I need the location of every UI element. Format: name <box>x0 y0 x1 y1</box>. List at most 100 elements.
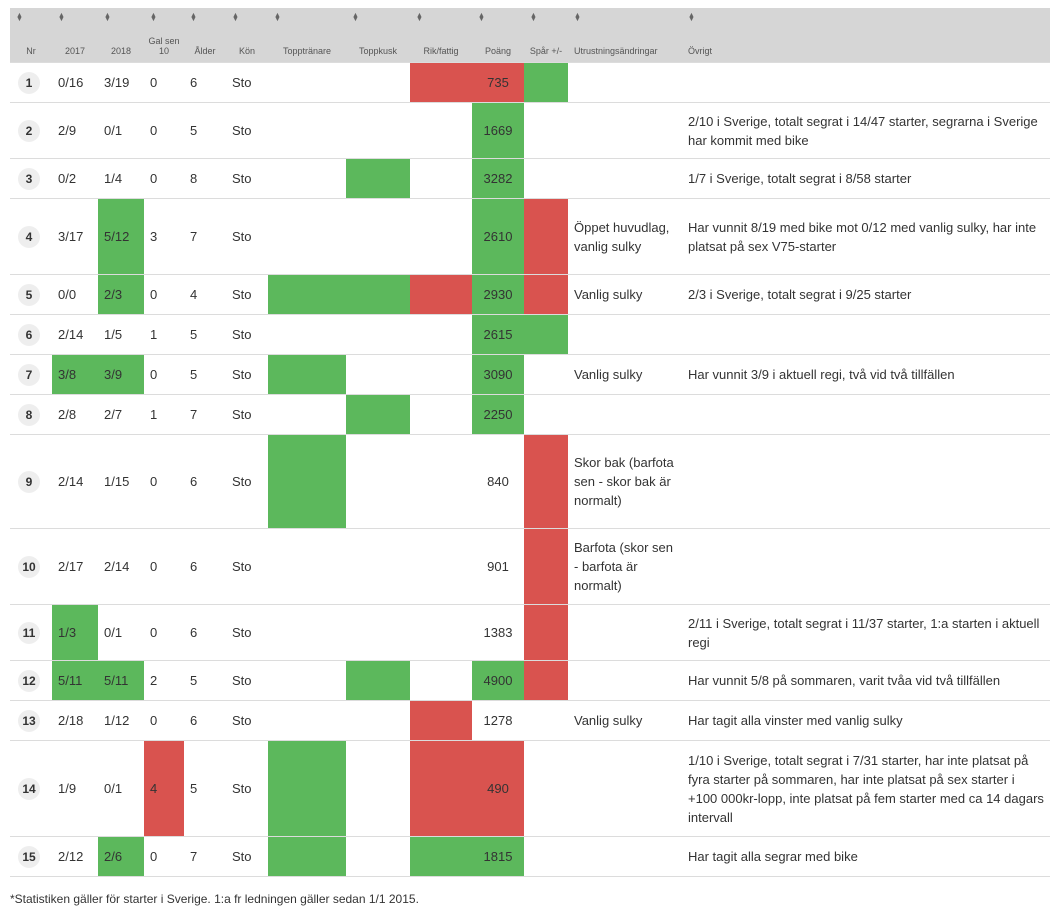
cell-gal: 0 <box>144 158 184 199</box>
cell-utrustning: Vanlig sulky <box>568 700 682 741</box>
cell-ovrigt <box>682 528 1050 605</box>
cell-gal: 0 <box>144 434 184 529</box>
cell-utrustning <box>568 394 682 435</box>
cell-spar <box>524 198 568 275</box>
cell-y2017: 2/18 <box>52 700 98 741</box>
cell-spar <box>524 836 568 877</box>
cell-ovrigt: 1/7 i Sverige, totalt segrat i 8/58 star… <box>682 158 1050 199</box>
cell-poang: 3282 <box>472 158 524 199</box>
cell-gal: 2 <box>144 660 184 701</box>
column-header-alder[interactable]: ▲ ▼ Ålder <box>184 8 226 63</box>
cell-toppkusk <box>346 314 410 355</box>
sort-updown-icon[interactable]: ▲ ▼ <box>688 12 695 23</box>
column-header-y2017[interactable]: ▲ ▼ 2017 <box>52 8 98 63</box>
column-header-ovrigt[interactable]: ▲ ▼ Övrigt <box>682 8 1050 63</box>
column-header-spar[interactable]: ▲ ▼ Spår +/- <box>524 8 568 63</box>
cell-utrustning <box>568 158 682 199</box>
cell-nr: 14 <box>10 740 52 837</box>
cell-toppkusk <box>346 434 410 529</box>
cell-topptranare <box>268 102 346 159</box>
cell-spar <box>524 62 568 103</box>
cell-y2018: 0/1 <box>98 102 144 159</box>
cell-kon: Sto <box>226 354 268 395</box>
cell-spar <box>524 700 568 741</box>
cell-ovrigt <box>682 314 1050 355</box>
cell-kon: Sto <box>226 198 268 275</box>
cell-spar <box>524 314 568 355</box>
cell-poang: 2610 <box>472 198 524 275</box>
cell-nr: 13 <box>10 700 52 741</box>
column-header-toppkusk[interactable]: ▲ ▼ Toppkusk <box>346 8 410 63</box>
row-number-badge: 13 <box>18 709 40 732</box>
column-header-gal[interactable]: ▲ ▼ Gal sen 10 <box>144 8 184 63</box>
cell-alder: 6 <box>184 434 226 529</box>
cell-utrustning: Vanlig sulky <box>568 274 682 315</box>
cell-ovrigt: 1/10 i Sverige, totalt segrat i 7/31 sta… <box>682 740 1050 837</box>
cell-rik <box>410 354 472 395</box>
cell-y2018: 0/1 <box>98 740 144 837</box>
cell-poang: 735 <box>472 62 524 103</box>
cell-gal: 3 <box>144 198 184 275</box>
cell-utrustning <box>568 740 682 837</box>
cell-utrustning <box>568 836 682 877</box>
sort-updown-icon[interactable]: ▲ ▼ <box>530 12 537 23</box>
cell-toppkusk <box>346 274 410 315</box>
sort-updown-icon[interactable]: ▲ ▼ <box>352 12 359 23</box>
cell-topptranare <box>268 394 346 435</box>
cell-poang: 4900 <box>472 660 524 701</box>
sort-updown-icon[interactable]: ▲ ▼ <box>416 12 423 23</box>
sort-updown-icon[interactable]: ▲ ▼ <box>58 12 65 23</box>
cell-topptranare <box>268 274 346 315</box>
column-header-topptranare[interactable]: ▲ ▼ Topptränare <box>268 8 346 63</box>
cell-y2018: 1/5 <box>98 314 144 355</box>
column-header-label: Rik/fattig <box>423 46 459 56</box>
cell-spar <box>524 354 568 395</box>
row-number-badge: 14 <box>18 777 40 800</box>
column-header-y2018[interactable]: ▲ ▼ 2018 <box>98 8 144 63</box>
sort-updown-icon[interactable]: ▲ ▼ <box>574 12 581 23</box>
cell-rik <box>410 158 472 199</box>
cell-gal: 0 <box>144 274 184 315</box>
cell-gal: 1 <box>144 314 184 355</box>
cell-ovrigt <box>682 62 1050 103</box>
column-header-poang[interactable]: ▲ ▼ Poäng <box>472 8 524 63</box>
cell-spar <box>524 102 568 159</box>
cell-ovrigt: 2/3 i Sverige, totalt segrat i 9/25 star… <box>682 274 1050 315</box>
cell-y2018: 5/11 <box>98 660 144 701</box>
column-header-rik[interactable]: ▲ ▼ Rik/fattig <box>410 8 472 63</box>
cell-y2018: 2/6 <box>98 836 144 877</box>
cell-alder: 5 <box>184 660 226 701</box>
table-row: 11 1/3 0/1 0 6 Sto 1383 2/11 i Sverige, totalt … <box>10 604 1050 661</box>
row-number-badge: 15 <box>18 845 40 868</box>
column-header-label: Övrigt <box>688 46 713 56</box>
cell-gal: 0 <box>144 354 184 395</box>
cell-y2017: 0/16 <box>52 62 98 103</box>
cell-topptranare <box>268 740 346 837</box>
sort-updown-icon[interactable]: ▲ ▼ <box>150 12 157 23</box>
sort-updown-icon[interactable]: ▲ ▼ <box>274 12 281 23</box>
cell-ovrigt: Har vunnit 5/8 på sommaren, varit tvåa v… <box>682 660 1050 701</box>
sort-updown-icon[interactable]: ▲ ▼ <box>232 12 239 23</box>
column-header-utrustning[interactable]: ▲ ▼ Utrustningsändringar <box>568 8 682 63</box>
column-header-nr[interactable]: ▲ ▼ Nr <box>10 8 52 63</box>
cell-topptranare <box>268 528 346 605</box>
table-row: 4 3/17 5/12 3 7 Sto 2610 Öppet huvudlag, vanlig… <box>10 198 1050 275</box>
row-number-badge: 10 <box>18 555 40 578</box>
sort-updown-icon[interactable]: ▲ ▼ <box>16 12 23 23</box>
sort-updown-icon[interactable]: ▲ ▼ <box>104 12 111 23</box>
column-header-kon[interactable]: ▲ ▼ Kön <box>226 8 268 63</box>
cell-topptranare <box>268 604 346 661</box>
cell-poang: 1669 <box>472 102 524 159</box>
cell-utrustning <box>568 102 682 159</box>
cell-kon: Sto <box>226 158 268 199</box>
row-number-badge: 3 <box>18 167 40 190</box>
column-header-label: Gal sen 10 <box>148 36 180 56</box>
sort-updown-icon[interactable]: ▲ ▼ <box>190 12 197 23</box>
table-row: 7 3/8 3/9 0 5 Sto 3090 Vanlig sulky Har vunnit 3… <box>10 354 1050 395</box>
cell-y2017: 2/14 <box>52 314 98 355</box>
cell-spar <box>524 274 568 315</box>
cell-rik <box>410 198 472 275</box>
cell-alder: 5 <box>184 102 226 159</box>
sort-updown-icon[interactable]: ▲ ▼ <box>478 12 485 23</box>
cell-rik <box>410 62 472 103</box>
